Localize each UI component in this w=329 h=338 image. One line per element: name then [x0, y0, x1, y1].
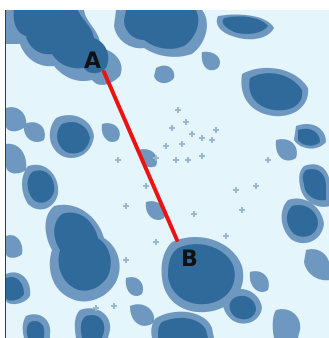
reef-speck: [233, 187, 239, 193]
reef-speck: [153, 155, 159, 161]
reef-speck: [189, 131, 195, 137]
reef-speck: [179, 141, 185, 147]
reef-speck: [239, 207, 245, 213]
reef-speck: [265, 157, 271, 163]
reef-speck: [183, 119, 189, 125]
reef-speck: [199, 135, 205, 141]
reef-speck: [213, 127, 219, 133]
reef-speck: [123, 203, 129, 209]
reef-speck: [93, 305, 99, 311]
reef-speck: [191, 211, 197, 217]
reef-speck: [175, 107, 181, 113]
reef-speck: [173, 157, 179, 163]
reef-speck: [253, 183, 259, 189]
reef-speck: [223, 233, 229, 239]
reef-speck: [111, 303, 117, 309]
reef-specks: [93, 107, 271, 311]
reef-speck: [199, 153, 205, 159]
reef-speck: [143, 183, 149, 189]
reef-speck: [169, 125, 175, 131]
reef-speck: [153, 239, 159, 245]
reef-speck: [185, 157, 191, 163]
point-b-label[interactable]: B: [181, 247, 198, 272]
map-canvas[interactable]: A B: [6, 10, 329, 338]
reef-speck: [209, 137, 215, 143]
top-border: [0, 0, 329, 10]
reef-speck: [163, 143, 169, 149]
reef-speck: [123, 257, 129, 263]
point-a-label[interactable]: A: [84, 49, 101, 74]
route-line: [102, 70, 179, 242]
landmasses: [6, 10, 326, 338]
game-board[interactable]: A B: [5, 10, 329, 338]
reef-speck: [115, 157, 121, 163]
